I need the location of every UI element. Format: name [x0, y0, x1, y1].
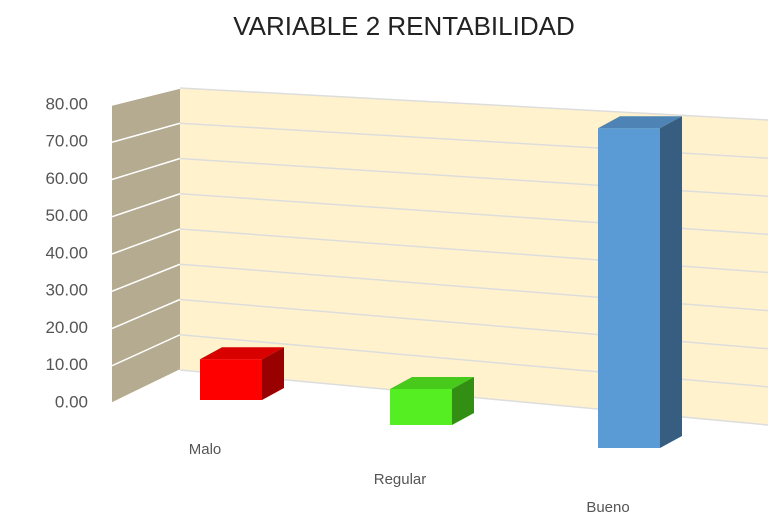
- grid-line: [111, 228, 181, 255]
- bar-side: [452, 377, 474, 425]
- grid-line: [111, 157, 181, 181]
- y-tick-label: 20.00: [45, 318, 88, 337]
- grid-line: [111, 87, 181, 106]
- y-tick-label: 10.00: [45, 355, 88, 374]
- bar-side: [262, 347, 284, 400]
- bar: [200, 359, 262, 400]
- side-wall: [112, 88, 180, 403]
- grid-line: [111, 122, 181, 143]
- grid-line: [111, 193, 181, 218]
- grid-line: [111, 369, 181, 404]
- y-tick-label: 30.00: [45, 281, 88, 300]
- grid-line: [179, 87, 768, 121]
- y-tick-label: 0.00: [55, 392, 88, 411]
- grid-line: [111, 263, 181, 292]
- x-tick-label: Bueno: [586, 499, 629, 516]
- y-tick-label: 70.00: [45, 132, 88, 151]
- y-tick-label: 80.00: [45, 94, 88, 113]
- y-tick-label: 40.00: [45, 243, 88, 262]
- grid-line: [111, 334, 181, 367]
- bar-side: [660, 116, 682, 448]
- x-tick-label: Malo: [189, 441, 222, 458]
- bar-top: [598, 116, 682, 129]
- bar: [598, 128, 660, 448]
- bar: [390, 389, 452, 425]
- chart-title: VARIABLE 2 RENTABILIDAD: [233, 11, 574, 41]
- y-tick-label: 50.00: [45, 206, 88, 225]
- bar-top: [390, 377, 474, 389]
- x-tick-label: Regular: [374, 471, 427, 488]
- y-tick-label: 60.00: [45, 169, 88, 188]
- grid-line: [111, 298, 181, 330]
- bar-top: [200, 347, 284, 360]
